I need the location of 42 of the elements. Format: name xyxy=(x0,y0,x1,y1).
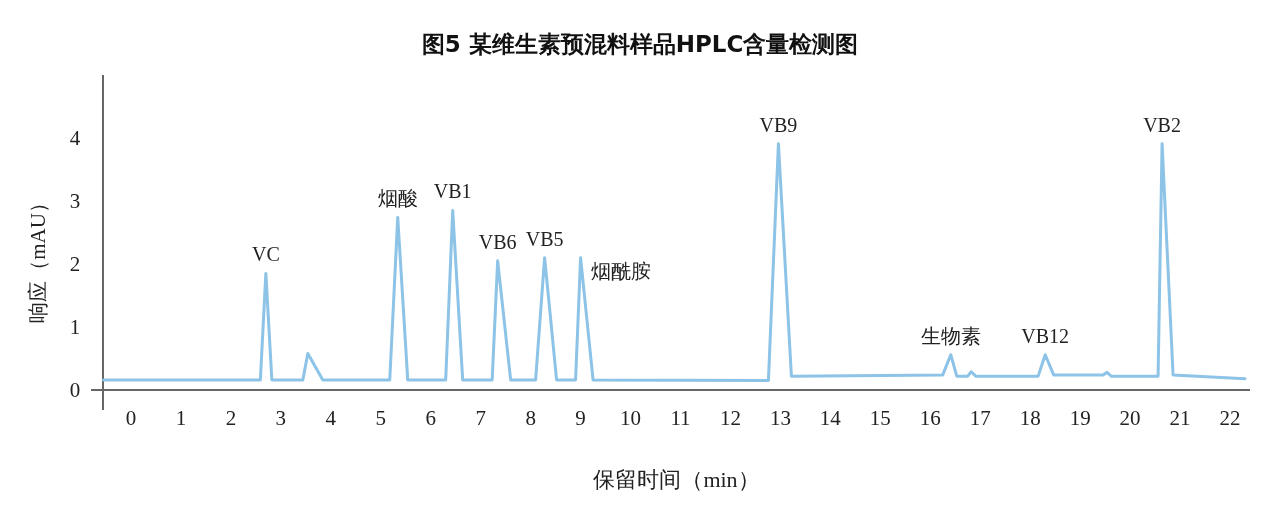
annotation: VB6 xyxy=(478,230,517,253)
y-tick-label: 4 xyxy=(69,126,81,150)
x-tick-label: 11 xyxy=(670,406,691,430)
y-tick-label: 0 xyxy=(69,378,81,402)
x-tick-label: 22 xyxy=(1219,406,1241,430)
annotation: VB5 xyxy=(525,227,564,250)
x-tick-label: 18 xyxy=(1019,406,1041,430)
x-tick-label: 21 xyxy=(1169,406,1191,430)
annotation: 生物素 xyxy=(920,324,981,347)
x-tick-label: 9 xyxy=(575,406,586,430)
chart-title: 图5 某维生素预混料样品HPLC含量检测图 xyxy=(421,31,859,57)
x-tick-label: 14 xyxy=(819,406,842,430)
x-tick-label: 5 xyxy=(375,406,387,430)
x-tick-label: 15 xyxy=(869,406,891,430)
annotation: 烟酰胺 xyxy=(590,259,651,282)
annotation: VB2 xyxy=(1143,113,1181,136)
annotation: VB1 xyxy=(433,180,472,203)
annotation: VB9 xyxy=(759,113,798,136)
annotation: VC xyxy=(251,243,280,266)
x-tick-label: 2 xyxy=(225,406,237,430)
x-tick-label: 6 xyxy=(425,406,436,430)
x-tick-label: 19 xyxy=(1069,406,1091,430)
x-tick-label: 10 xyxy=(620,406,642,430)
x-tick-label: 7 xyxy=(475,406,486,430)
x-tick-label: 3 xyxy=(275,406,287,430)
y-axis-title: 响应（mAU） xyxy=(26,192,50,323)
x-tick-label: 20 xyxy=(1119,406,1141,430)
line-series xyxy=(102,142,1247,383)
y-tick-label: 2 xyxy=(69,252,81,276)
x-tick-label: 4 xyxy=(325,406,337,430)
annotation: 烟酸 xyxy=(377,187,418,210)
x-tick-label: 0 xyxy=(125,406,137,430)
x-tick-label: 1 xyxy=(175,406,187,430)
x-axis-title: 保留时间（min） xyxy=(593,467,760,492)
y-tick-label: 3 xyxy=(69,189,81,213)
annotation: VB12 xyxy=(1021,324,1070,347)
x-tick-label: 13 xyxy=(769,406,791,430)
y-tick-label: 1 xyxy=(69,315,81,339)
x-tick-label: 12 xyxy=(719,406,741,430)
x-tick-label: 8 xyxy=(525,406,536,430)
x-tick-label: 16 xyxy=(919,406,941,430)
x-tick-label: 17 xyxy=(969,406,991,430)
